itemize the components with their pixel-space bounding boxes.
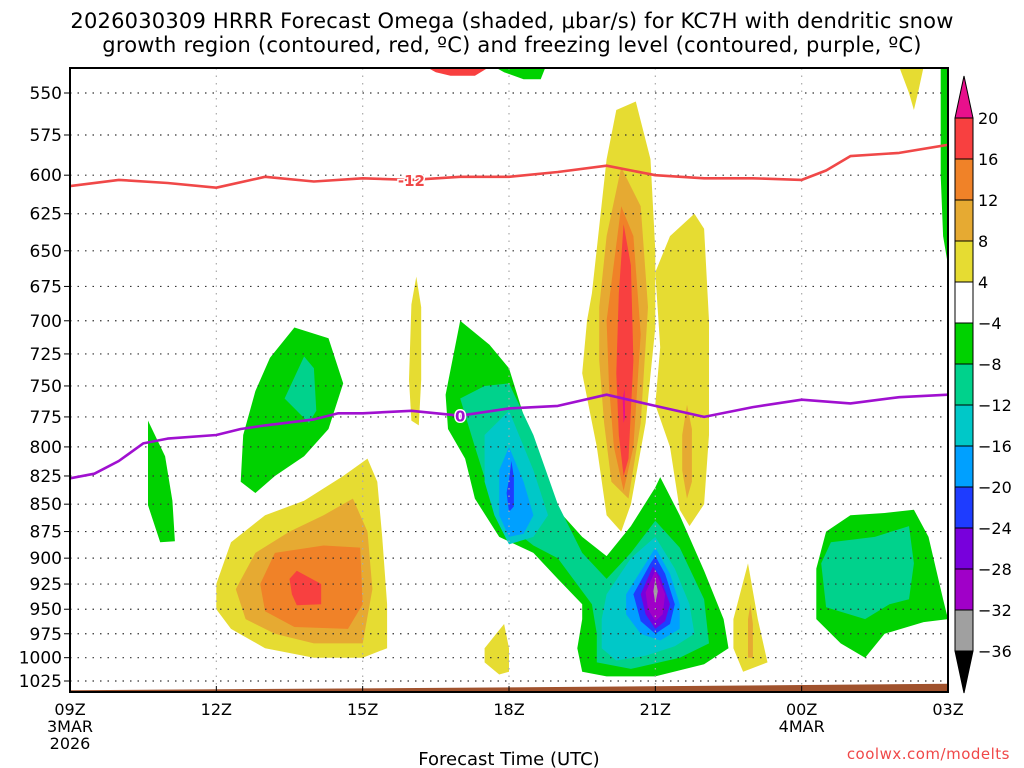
y-tick-label: 675 [30,277,62,297]
colorbar-swatch [954,486,974,529]
y-tick-label: 625 [30,205,62,225]
x-tick-label: 21Z [640,700,671,719]
omega-region [940,68,948,266]
omega-region [289,570,322,606]
colorbar-label: −4 [978,314,1002,333]
omega-region [496,68,546,80]
contour-label: 0 [455,408,465,426]
contour-lines: -12 0 [70,143,948,480]
y-tick-label: 775 [30,408,62,428]
y-tick-label: 925 [30,575,62,595]
y-tick-label: 900 [30,549,62,569]
colorbar-label: −24 [978,519,1012,538]
colorbar-label: −28 [978,560,1012,579]
omega-region [148,420,175,543]
omega-region [653,578,658,604]
colorbar-arrow-up [954,75,974,119]
omega-region [622,388,626,423]
y-tick-label: 725 [30,345,62,365]
y-tick-label: 850 [30,495,62,515]
colorbar-label: −8 [978,355,1002,374]
x-tick-label: 09Z [54,700,85,719]
y-tick-label: 950 [30,600,62,620]
y-tick-label: 825 [30,467,62,487]
x-tick-label: 18Z [493,700,524,719]
colorbar-label: −16 [978,437,1012,456]
colorbar-swatch [954,404,974,447]
chart-title-line-1: 2026030309 HRRR Forecast Omega (shaded, … [70,9,954,33]
x-tick-sublabel: 3MAR [47,717,93,736]
y-tick-label: 650 [30,242,62,262]
colorbar-swatch [954,445,974,488]
y-tick-label: 700 [30,312,62,332]
x-tick-label: 00Z [786,700,817,719]
colorbar-label: 12 [978,191,998,210]
omega-region [428,68,488,76]
contour-line [70,393,948,480]
x-tick-sublabel: 2026 [50,734,91,753]
y-tick-label: 550 [30,84,62,104]
colorbar-label: 20 [978,109,998,128]
colorbar-label: −32 [978,601,1012,620]
y-tick-label: 975 [30,625,62,645]
colorbar-swatch [954,117,974,160]
colorbar-swatch [954,322,974,365]
y-axis: 550 575 600 625 650 675 700 725 750 775 800 825 850 8… [19,84,70,692]
omega-region [682,404,692,499]
y-tick-label: 800 [30,438,62,458]
y-tick-label: 875 [30,523,62,543]
y-tick-label: 1000 [19,649,62,669]
colorbar-label: 4 [978,273,988,292]
y-tick-label: 750 [30,377,62,397]
colorbar-swatch [954,609,974,652]
chart-title-line-2: growth region (contoured, red, ºC) and f… [102,33,922,57]
colorbar-label: −12 [978,396,1012,415]
omega-region [499,446,534,537]
colorbar-label: 8 [978,232,988,251]
colorbar-label: −36 [978,642,1012,661]
colorbar-label: 16 [978,150,998,169]
colorbar-label: −20 [978,478,1012,497]
omega-region [821,526,914,620]
contour-label: -12 [398,172,425,190]
credit-link[interactable]: coolwx.com/modelts [847,745,1010,763]
omega-region [655,213,709,527]
colorbar: 20 16 12 8 4 −4 −8 −12 −16 −20 −24 −28 −32 −36 [954,75,1012,694]
omega-shading [148,68,948,677]
omega-region [409,276,422,426]
omega-region [748,604,753,658]
y-tick-label: 600 [30,166,62,186]
x-tick-label: 15Z [347,700,378,719]
colorbar-swatch [954,281,974,324]
omega-region [484,624,509,675]
omega-region [506,461,514,512]
omega-region [284,356,317,423]
colorbar-swatch [954,240,974,283]
x-tick-sublabel: 4MAR [779,717,825,736]
colorbar-swatch [954,199,974,242]
y-tick-label: 575 [30,126,62,146]
x-axis-label: Forecast Time (UTC) [418,749,599,768]
x-tick-label: 03Z [932,700,963,719]
x-tick-label: 12Z [201,700,232,719]
omega-region [616,224,634,476]
colorbar-swatch [954,158,974,201]
y-tick-label: 1025 [19,672,62,692]
colorbar-arrow-down [954,650,974,694]
omega-region [240,327,344,493]
colorbar-swatch [954,527,974,570]
contour-line [70,143,948,189]
colorbar-swatch [954,363,974,406]
omega-region [899,68,924,110]
colorbar-swatch [954,568,974,611]
